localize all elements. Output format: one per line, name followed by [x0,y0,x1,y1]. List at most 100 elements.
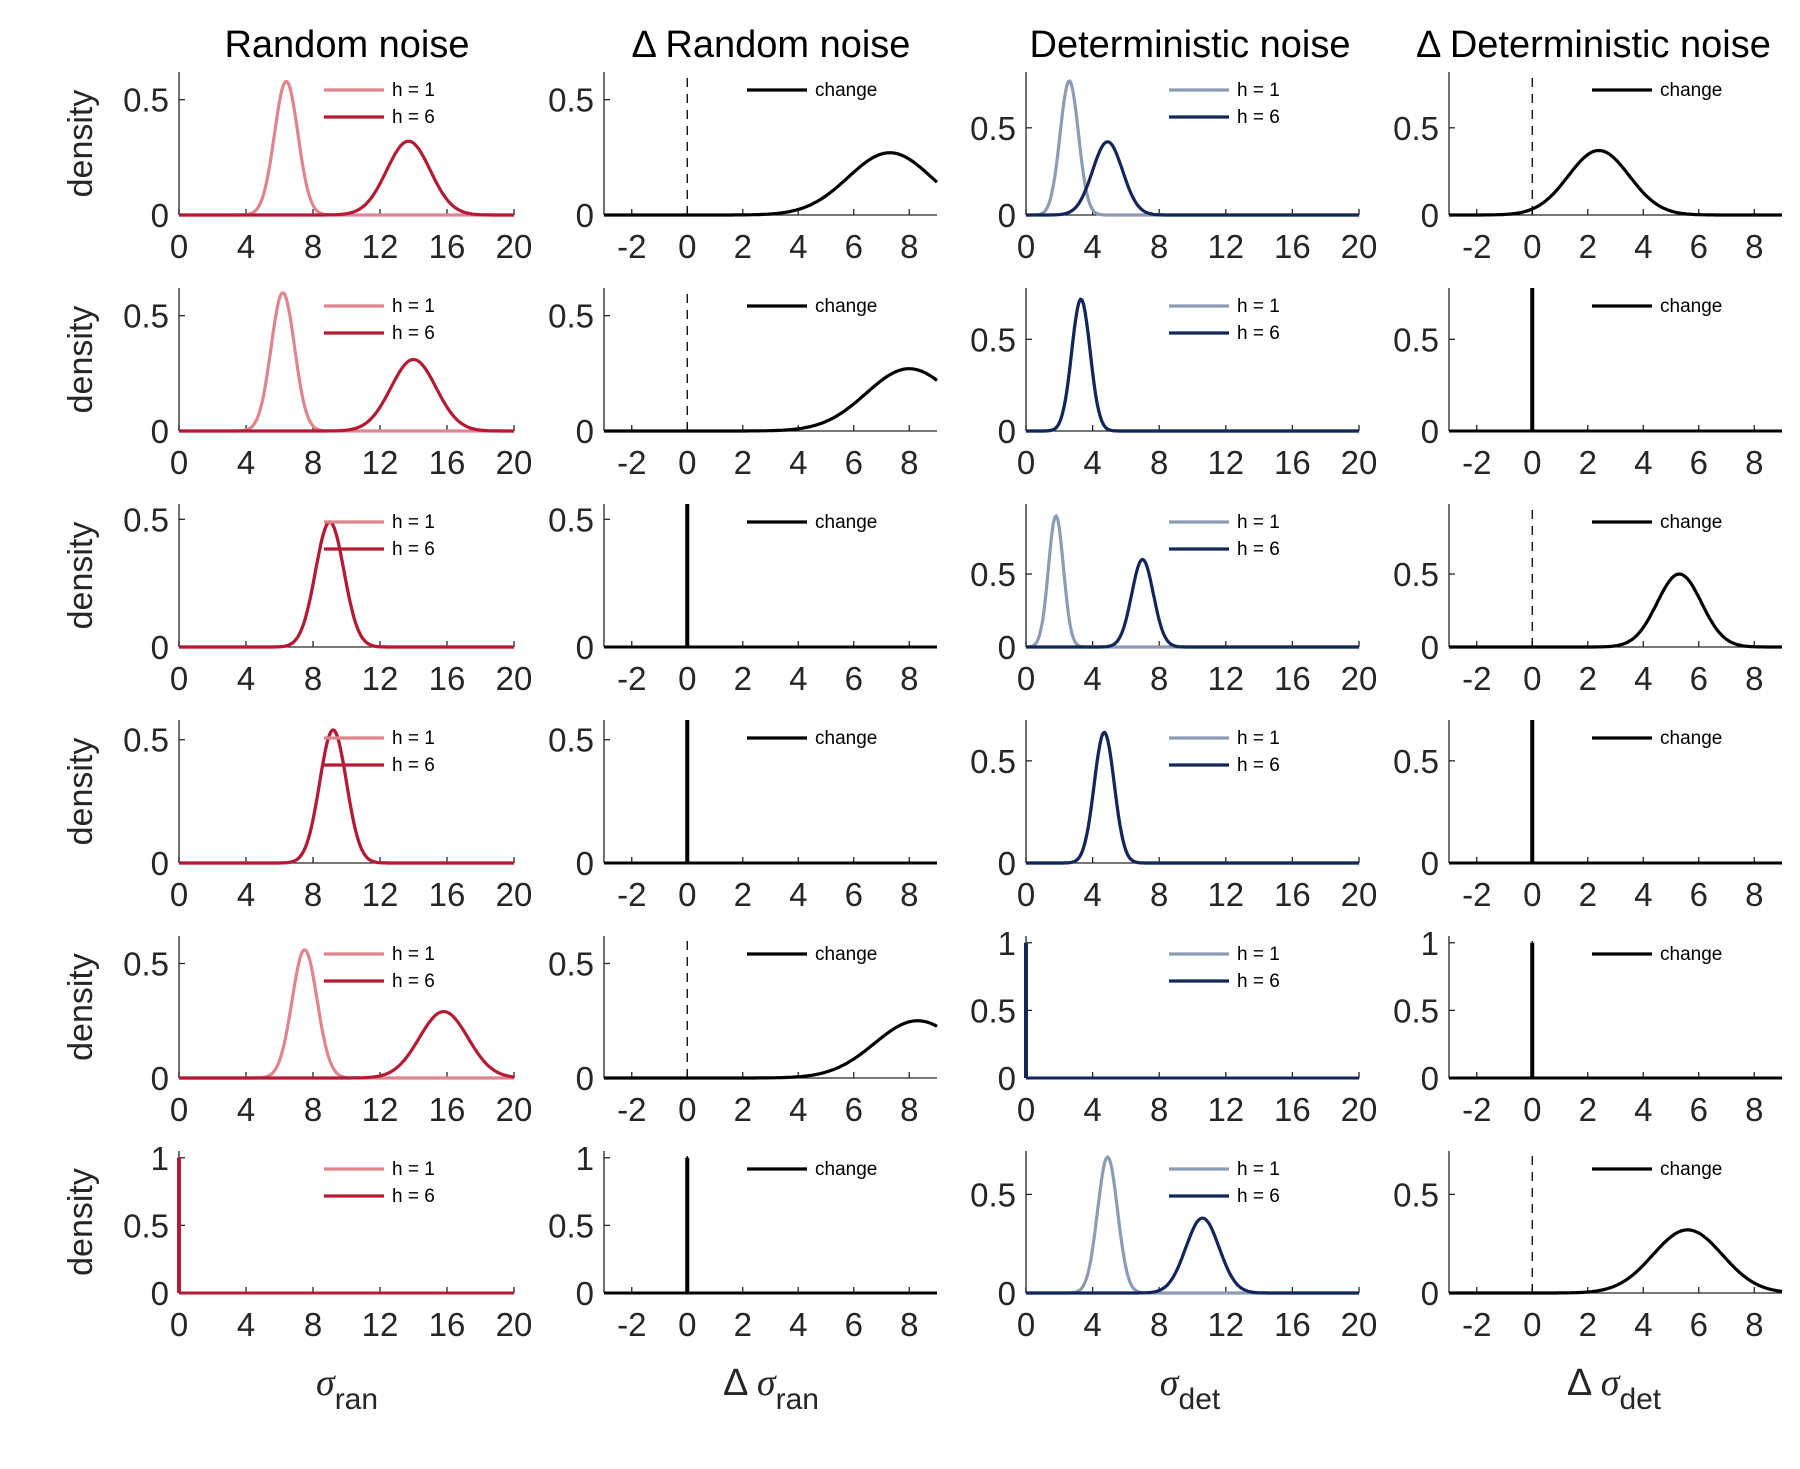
x-tick-label: -2 [617,444,646,481]
x-tick-label: 4 [789,1306,807,1343]
x-tick-label: 4 [1634,660,1652,697]
panel-r2-c2: -2 0 2 4 6 8 0 0.5 change [548,288,938,481]
x-tick-label: 20 [496,660,533,697]
panel-r5-c4: -2 0 2 4 6 8 0 0.5 1 change [1393,925,1782,1128]
x-tick-label: -2 [1462,228,1491,265]
y-axis-label: density [62,306,100,414]
y-tick-label: 0 [998,197,1016,234]
x-tick-label: 12 [1207,228,1244,265]
panel-r4-c2: -2 0 2 4 6 8 0 0.5 change [548,720,937,913]
x-tick-label: 4 [1634,228,1652,265]
column-title-delta-random-noise: Δ Random noise [632,24,911,66]
legend-label: h = 6 [1237,755,1280,776]
y-axis-label: density [62,738,100,846]
y-tick-label: 0 [151,197,169,234]
x-tick-label: 8 [900,660,918,697]
x-tick-label: 4 [1083,876,1101,913]
x-tick-label: 20 [496,228,533,265]
legend-label: h = 1 [1237,944,1280,965]
legend-label: h = 1 [392,512,435,533]
panel-r6-c3: 0 4 8 12 16 20 0 0.5 h = 1 h = 6 [970,1151,1377,1343]
x-tick-label: 4 [789,876,807,913]
y-tick-label: 0 [576,629,594,666]
column-title-delta-deterministic-noise: Δ Deterministic noise [1416,24,1771,66]
x-tick-label: 6 [1690,444,1708,481]
y-tick-label: 1 [998,925,1016,962]
x-tick-label: 4 [1634,876,1652,913]
series-change-curve [1448,1228,1783,1295]
x-tick-label: 0 [678,444,696,481]
y-tick-label: 0.5 [123,945,169,982]
x-tick-label: 4 [789,1091,807,1128]
x-tick-label: -2 [617,228,646,265]
x-tick-label: 8 [1745,1306,1763,1343]
x-tick-label: 16 [429,876,466,913]
y-tick-label: 0 [151,845,169,882]
legend-label: change [815,80,877,101]
x-tick-label: 0 [678,1306,696,1343]
x-tick-label: 0 [1523,1306,1541,1343]
panel-r6-c1: 0 4 8 12 16 20 0 0.5 1 density h = 1 h = 6 [62,1140,532,1343]
series-ran_h1-curve [178,948,515,1080]
x-tick-label: 12 [362,876,399,913]
x-tick-label: 4 [237,660,255,697]
x-tick-label: 2 [734,1306,752,1343]
x-tick-label: 8 [1150,1091,1168,1128]
x-tick-label: 4 [1083,660,1101,697]
panel-r3-c1: 0 4 8 12 16 20 0 0.5 density h = 1 h = 6 [62,501,532,697]
y-tick-label: 0 [1421,1060,1439,1097]
x-tick-label: 2 [1579,228,1597,265]
panel-r2-c1: 0 4 8 12 16 20 0 0.5 density h = 1 h = 6 [62,288,532,481]
legend-label: h = 6 [1237,539,1280,560]
x-tick-label: 0 [1523,228,1541,265]
x-tick-label: 0 [678,660,696,697]
y-tick-label: 0 [998,845,1016,882]
x-tick-label: 8 [304,228,322,265]
x-tick-label: 8 [900,876,918,913]
panel-r4-c4: -2 0 2 4 6 8 0 0.5 change [1393,720,1782,913]
x-tick-label: 16 [429,660,466,697]
y-tick-label: 0 [1421,197,1439,234]
series-det_h6-curve [1025,730,1360,865]
x-tick-label: 8 [900,1306,918,1343]
y-tick-label: 0.5 [123,722,169,759]
x-tick-label: 6 [1690,876,1708,913]
x-tick-label: 2 [1579,1306,1597,1343]
x-tick-label: 0 [170,1306,188,1343]
x-tick-label: 8 [304,444,322,481]
y-tick-label: 0.5 [1393,110,1439,147]
x-tick-label: 4 [1083,444,1101,481]
panel-r3-c3: 0 4 8 12 16 20 0 0.5 h = 1 h = 6 [970,504,1377,697]
y-tick-label: 0 [576,1275,594,1312]
legend-label: h = 1 [1237,512,1280,533]
y-tick-label: 0 [151,1060,169,1097]
y-tick-label: 0 [1421,413,1439,450]
y-tick-label: 0 [1421,845,1439,882]
y-tick-label: 0.5 [1393,1176,1439,1213]
series-change-curve [603,367,938,433]
legend-label: h = 6 [392,107,435,128]
series-change-curve [1448,572,1783,649]
column-title-random-noise: Random noise [224,24,469,66]
x-tick-label: 0 [170,1091,188,1128]
y-tick-label: 0 [576,1060,594,1097]
series-ran_h1-curve [178,79,515,217]
legend-label: change [1660,1159,1722,1180]
x-tick-label: 2 [734,1091,752,1128]
x-tick-label: 4 [237,876,255,913]
y-tick-label: 1 [576,1140,594,1177]
x-tick-label: 12 [362,660,399,697]
y-tick-label: 0 [998,629,1016,666]
x-tick-label: 20 [1341,1091,1378,1128]
x-tick-label: 16 [429,444,466,481]
x-tick-label: 4 [789,228,807,265]
legend-label: change [815,728,877,749]
panel-r4-c1: 0 4 8 12 16 20 0 0.5 density h = 1 h = 6 [62,720,532,913]
series-change-curve [603,151,939,217]
x-tick-label: 20 [496,876,533,913]
series-change-curve [1448,148,1783,217]
y-tick-label: 0.5 [970,110,1016,147]
y-tick-label: 0 [151,1275,169,1312]
x-tick-label: 6 [845,876,863,913]
